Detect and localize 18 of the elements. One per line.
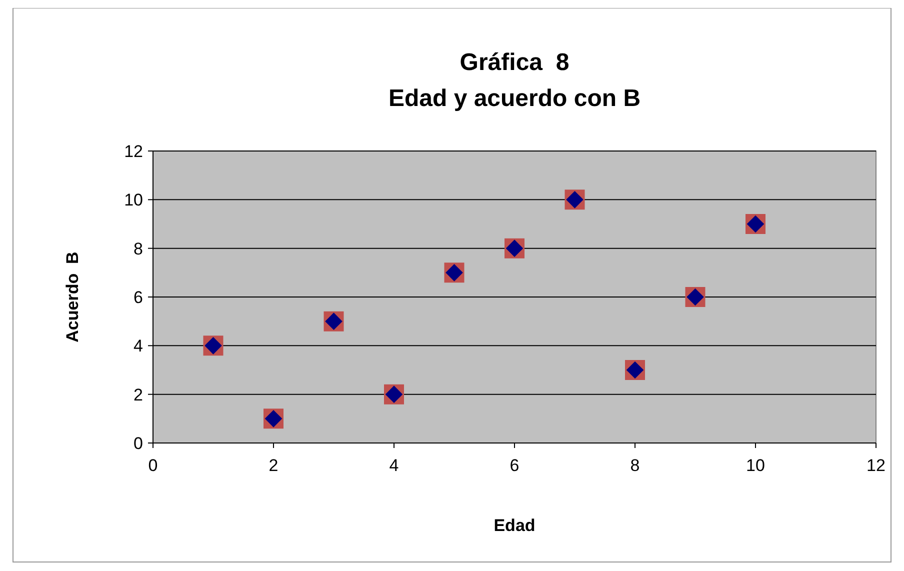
x-tick-label: 12 [866,456,886,475]
x-tick-label: 0 [148,456,158,475]
y-tick-label: 6 [134,288,143,307]
chart-subtitle: Edad y acuerdo con B [388,85,641,112]
y-axis-title: Acuerdo B [63,252,82,342]
y-tick-label: 2 [134,385,143,404]
x-axis-title: Edad [494,516,536,535]
x-tick-label: 2 [268,456,278,475]
y-tick-label: 0 [134,434,143,453]
y-tick-label: 10 [124,190,143,210]
chart-title: Gráfica 8 [460,49,570,76]
x-tick-label: 4 [389,456,399,475]
x-tick-label: 6 [510,456,520,475]
x-tick-label: 8 [630,456,640,475]
y-tick-label: 12 [124,142,143,161]
y-tick-label: 8 [134,239,143,258]
y-tick-label: 4 [134,336,143,356]
x-tick-label: 10 [746,456,765,475]
